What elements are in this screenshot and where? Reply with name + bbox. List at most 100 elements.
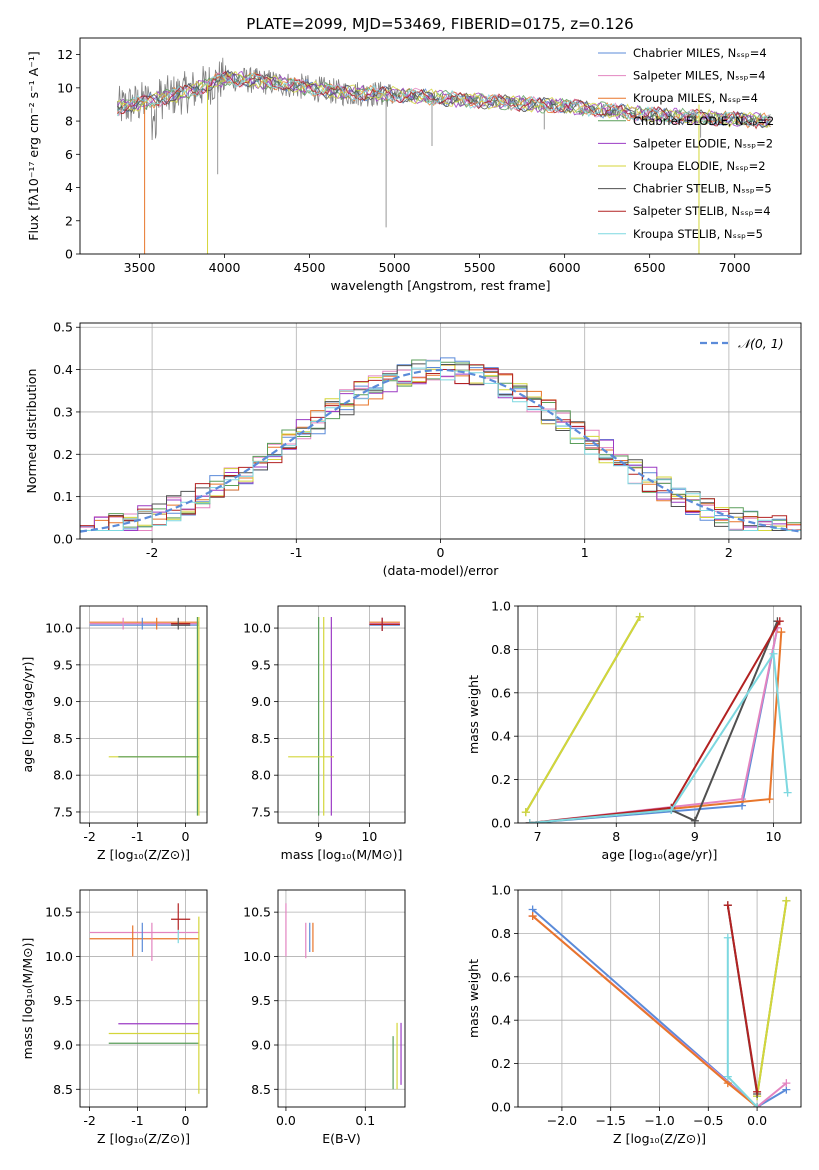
weight-marker: [765, 795, 774, 804]
gaussian-curve: [80, 368, 801, 533]
weight-line: [525, 616, 641, 813]
y-tick-label: 10.0: [45, 949, 73, 964]
axes-frame: [79, 37, 802, 255]
y-tick-label: 9.0: [251, 1038, 271, 1053]
weight-line: [726, 905, 759, 1092]
x-tick-label: 0: [181, 829, 189, 844]
x-tick-label: 0: [181, 1113, 189, 1128]
x-axis-label: Z [log₁₀(Z/Z⊙)]: [613, 1131, 706, 1146]
plot-area-mass-vs-ebv: [278, 890, 405, 1107]
panel-mass-vs-ebv: 0.0 0.1 8.5 9.0 9.5 10.0 10.5 E(B-V): [243, 889, 406, 1146]
y-tick-label: 0.4: [491, 1013, 511, 1028]
y-tick-label: 9.0: [53, 1038, 73, 1053]
y-tick-label: 9.5: [251, 657, 271, 672]
axes-frame: [277, 605, 406, 824]
panel-spectrum: 3500 4000 4500 5000 5500 6000 6500 7000 0 2 4 6 8 10 1…: [26, 37, 802, 293]
y-tick-label: 1.0: [491, 883, 511, 898]
plot-area-spectrum: [117, 57, 771, 254]
histogram-step-line: [80, 360, 801, 531]
y-tick-label: 8.5: [251, 731, 271, 746]
y-tick-label: 9.5: [251, 993, 271, 1008]
x-axis-label: wavelength [Angstrom, rest frame]: [330, 278, 550, 293]
weight-marker: [521, 808, 530, 817]
weight-line: [531, 915, 758, 1107]
x-tick-label: 3500: [124, 260, 156, 275]
x-tick-label: −2.0: [547, 1113, 577, 1128]
x-tick-label: 10: [766, 829, 782, 844]
panel-age-vs-mass: 9 10 7.5 8.0 8.5 9.0 9.5 10.0 mass [log₁₀(M/M⊙)]: [243, 605, 406, 862]
y-tick-label: 0.5: [53, 320, 73, 335]
y-tick-label: 9.0: [251, 694, 271, 709]
y-axis-label: mass weight: [466, 959, 481, 1038]
figure-title: PLATE=2099, MJD=53469, FIBERID=0175, z=0…: [246, 15, 633, 33]
x-tick-label: 4000: [209, 260, 241, 275]
y-axis-label: mass weight: [466, 675, 481, 754]
legend-label: Kroupa STELIB, Nₛₛₚ=5: [633, 227, 763, 241]
x-axis-label: age [log₁₀(age/yr)]: [602, 847, 718, 862]
x-tick-label: 5000: [379, 260, 411, 275]
x-tick-label: 8: [612, 829, 620, 844]
model-line: [117, 70, 771, 127]
weight-marker: [525, 819, 534, 823]
legend-label: Kroupa ELODIE, Nₛₛₚ=2: [633, 159, 766, 173]
y-tick-label: 8.0: [53, 768, 73, 783]
panel-weight-vs-age: 7 8 9 10 0.0 0.2 0.4 0.6 0.8 1.0 age [log₁₀(age/yr…: [466, 599, 802, 862]
y-tick-label: 7.5: [251, 804, 271, 819]
y-tick-label: 0.0: [491, 816, 511, 831]
weight-marker: [775, 617, 784, 626]
x-tick-label: 9: [315, 829, 323, 844]
y-tick-label: 6: [65, 147, 73, 162]
legend-label: Chabrier ELODIE, Nₛₛₚ=2: [633, 114, 774, 128]
panel-weight-vs-Z: −2.0 −1.5 −1.0 −0.5 0.0 0.0 0.2 0.4 0.6 0.8 1.0 Z […: [466, 883, 802, 1146]
y-tick-label: 10: [57, 80, 73, 95]
y-axis-label: age [log₁₀(age/yr)]: [20, 657, 35, 773]
legend-label: 𝒩(0, 1): [738, 336, 784, 351]
weight-marker: [783, 788, 792, 797]
y-tick-label: 8.5: [251, 1082, 271, 1097]
panel-age-vs-Z: -2 -1 0 7.5 8.0 8.5 9.0 9.5 10.0 Z [log₁₀(Z/Z⊙)] a…: [20, 605, 208, 862]
weight-marker: [528, 912, 537, 921]
y-tick-label: 9.0: [53, 694, 73, 709]
y-tick-label: 10.0: [243, 949, 271, 964]
y-tick-label: 0.2: [491, 1056, 511, 1071]
y-tick-label: 0.1: [53, 489, 73, 504]
axes-frame: [79, 889, 208, 1108]
y-tick-label: 8.0: [251, 768, 271, 783]
y-axis-label: mass [log₁₀(M/M⊙)]: [20, 938, 35, 1060]
y-tick-label: 0.2: [491, 772, 511, 787]
y-tick-label: 10.0: [243, 621, 271, 636]
x-tick-label: 4500: [294, 260, 326, 275]
y-tick-label: 0.4: [53, 362, 73, 377]
weight-marker: [723, 933, 732, 942]
y-tick-label: 0.2: [53, 447, 73, 462]
legend-label: Kroupa MILES, Nₛₛₚ=4: [633, 91, 758, 105]
axes-frame: [277, 889, 406, 1108]
x-tick-label: -1: [131, 1113, 143, 1128]
x-axis-label: Z [log₁₀(Z/Z⊙)]: [97, 847, 190, 862]
x-tick-label: 9: [691, 829, 699, 844]
weight-marker: [753, 1103, 762, 1107]
axes-frame: [79, 322, 802, 540]
spectrum-legend: Chabrier MILES, Nₛₛₚ=4 Salpeter MILES, Nₛ…: [598, 46, 774, 241]
x-tick-label: 6500: [634, 260, 666, 275]
y-tick-label: 10.5: [45, 905, 73, 920]
weight-line: [529, 620, 779, 823]
legend-label: Salpeter STELIB, Nₛₛₚ=4: [633, 204, 771, 218]
x-tick-label: 0: [437, 545, 445, 560]
y-tick-label: 2: [65, 213, 73, 228]
axes-frame: [79, 605, 208, 824]
x-tick-label: -2: [146, 545, 158, 560]
x-tick-label: 0.0: [276, 1113, 296, 1128]
y-tick-label: 8.5: [53, 1082, 73, 1097]
model-line: [117, 72, 771, 127]
model-line: [117, 70, 771, 130]
y-tick-label: 7.5: [53, 804, 73, 819]
x-axis-label: mass [log₁₀(M/M⊙)]: [281, 847, 403, 862]
x-tick-label: 7: [534, 829, 542, 844]
x-axis-label: (data-model)/error: [383, 563, 500, 578]
y-tick-label: 8.5: [53, 731, 73, 746]
y-tick-label: 0.6: [491, 969, 511, 984]
x-tick-label: 1: [581, 545, 589, 560]
y-tick-label: 10.5: [243, 905, 271, 920]
